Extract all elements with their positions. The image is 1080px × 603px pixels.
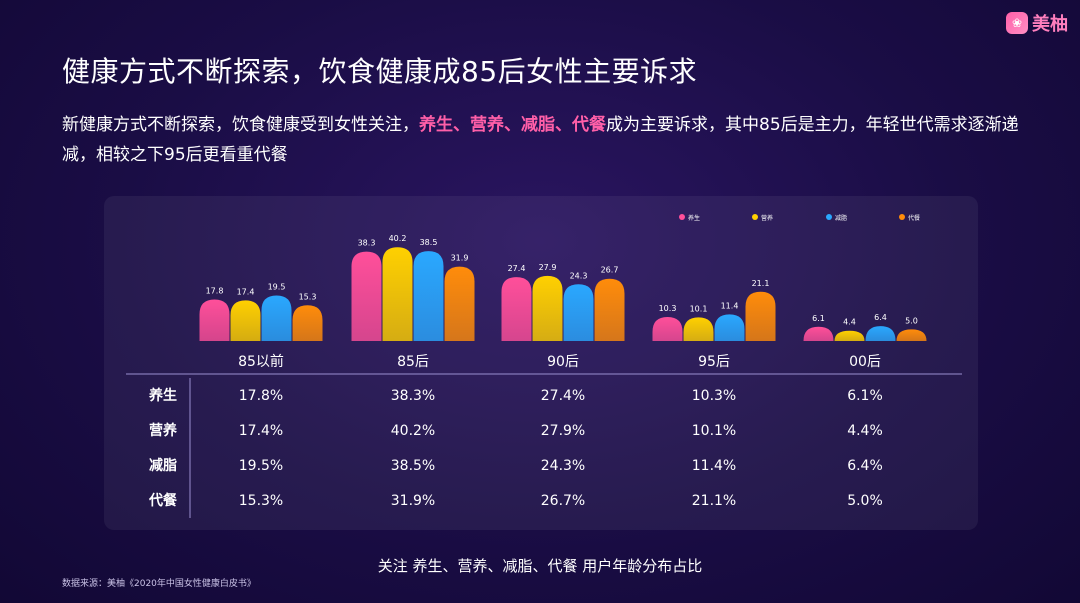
bar-value-label: 17.8 bbox=[206, 286, 224, 295]
bar-value-label: 27.9 bbox=[539, 263, 557, 272]
bar-value-label: 31.9 bbox=[451, 254, 469, 263]
table-row-label-3: 减脂 bbox=[149, 457, 177, 474]
bar-value-label: 17.4 bbox=[237, 287, 255, 296]
bar-3-3 bbox=[563, 284, 594, 341]
bar-value-label: 24.3 bbox=[570, 271, 588, 280]
chart-panel: 养生 营养 减脂 代餐 17.8 17.4 19.5 15.3 85以前 38.3 40.2 38.5… bbox=[104, 196, 978, 530]
table-cell: 6.4% bbox=[847, 458, 883, 474]
subtitle-part2: 成为主要诉求，其中85后是主力，年轻世代需求逐渐递减，相较之下95后更看重代餐 bbox=[62, 115, 1019, 165]
table-cell: 17.4% bbox=[239, 423, 283, 439]
table-cell: 24.3% bbox=[541, 458, 585, 474]
table-cell: 31.9% bbox=[391, 493, 435, 509]
bar-value-label: 6.1 bbox=[812, 314, 825, 323]
bar-value-label: 4.4 bbox=[843, 318, 856, 327]
subtitle-part1: 新健康方式不断探索，饮食健康受到女性关注， bbox=[62, 115, 419, 135]
bar-value-label: 6.4 bbox=[874, 313, 887, 322]
bar-2-1 bbox=[351, 251, 382, 341]
page-subtitle: 新健康方式不断探索，饮食健康受到女性关注，养生、营养、减脂、代餐成为主要诉求，其… bbox=[62, 110, 1042, 170]
bar-5-2 bbox=[834, 330, 865, 341]
bar-5-4 bbox=[896, 329, 927, 341]
legend-swatch-4 bbox=[899, 214, 905, 220]
legend-swatch-1 bbox=[679, 214, 685, 220]
table-cell: 38.3% bbox=[391, 388, 435, 404]
page-title: 健康方式不断探索，饮食健康成85后女性主要诉求 bbox=[62, 55, 698, 88]
data-source: 数据来源：美柚《2020年中国女性健康白皮书》 bbox=[62, 579, 256, 589]
bar-value-label: 10.1 bbox=[690, 304, 708, 313]
table-cell: 26.7% bbox=[541, 493, 585, 509]
bar-1-1 bbox=[199, 299, 230, 341]
logo-icon: ❀ bbox=[1006, 12, 1028, 34]
bar-5-1 bbox=[803, 326, 834, 341]
legend-label-1: 养生 bbox=[688, 214, 700, 222]
bar-value-label: 21.1 bbox=[752, 279, 770, 288]
table-cell: 38.5% bbox=[391, 458, 435, 474]
bar-value-label: 38.3 bbox=[358, 239, 376, 248]
table-cell: 40.2% bbox=[391, 423, 435, 439]
logo-text: 美柚 bbox=[1032, 14, 1068, 35]
table-cell: 15.3% bbox=[239, 493, 283, 509]
legend-label-2: 营养 bbox=[761, 214, 773, 222]
table-cell: 10.1% bbox=[692, 423, 736, 439]
bar-3-1 bbox=[501, 277, 532, 341]
bar-1-2 bbox=[230, 300, 261, 341]
bar-value-label: 5.0 bbox=[905, 316, 918, 325]
bar-4-2 bbox=[683, 317, 714, 341]
bar-2-2 bbox=[382, 247, 413, 341]
bar-3-4 bbox=[594, 278, 625, 341]
bar-value-label: 26.7 bbox=[601, 266, 619, 275]
bar-value-label: 27.4 bbox=[508, 264, 526, 273]
bar-4-1 bbox=[652, 316, 683, 341]
table-row-label-4: 代餐 bbox=[148, 492, 178, 509]
table-cell: 27.4% bbox=[541, 388, 585, 404]
bar-value-label: 10.3 bbox=[659, 304, 677, 313]
bar-value-label: 11.4 bbox=[721, 301, 739, 310]
table-cell: 6.1% bbox=[847, 388, 883, 404]
table-cell: 4.4% bbox=[847, 423, 883, 439]
bar-4-4 bbox=[745, 291, 776, 341]
bar-2-4 bbox=[444, 266, 475, 341]
table-cell: 17.8% bbox=[239, 388, 283, 404]
category-label-2: 85后 bbox=[397, 354, 429, 370]
table-cell: 11.4% bbox=[692, 458, 736, 474]
bar-5-3 bbox=[865, 326, 896, 341]
table-row-label-1: 养生 bbox=[148, 387, 177, 404]
bar-1-4 bbox=[292, 305, 323, 341]
legend-label-4: 代餐 bbox=[908, 214, 920, 222]
bar-value-label: 15.3 bbox=[299, 292, 317, 301]
bar-3-2 bbox=[532, 275, 563, 341]
logo: ❀ 美柚 bbox=[1006, 10, 1068, 36]
bar-value-label: 38.5 bbox=[420, 238, 438, 247]
legend-label-3: 减脂 bbox=[835, 214, 847, 222]
category-label-1: 85以前 bbox=[238, 353, 284, 370]
category-label-3: 90后 bbox=[547, 354, 579, 370]
table-row-label-2: 营养 bbox=[149, 422, 178, 439]
legend-swatch-2 bbox=[752, 214, 758, 220]
bar-2-3 bbox=[413, 251, 444, 341]
bar-value-label: 40.2 bbox=[389, 234, 407, 243]
table-cell: 27.9% bbox=[541, 423, 585, 439]
bar-value-label: 19.5 bbox=[268, 283, 286, 292]
legend-swatch-3 bbox=[826, 214, 832, 220]
chart-caption: 关注 养生、营养、减脂、代餐 用户年龄分布占比 bbox=[377, 557, 703, 575]
subtitle-highlight: 养生、营养、减脂、代餐 bbox=[419, 115, 606, 135]
table-cell: 10.3% bbox=[692, 388, 736, 404]
table-cell: 21.1% bbox=[692, 493, 736, 509]
bar-1-3 bbox=[261, 295, 292, 341]
table-cell: 5.0% bbox=[847, 493, 883, 509]
category-label-4: 95后 bbox=[698, 354, 730, 370]
table-cell: 19.5% bbox=[239, 458, 283, 474]
bar-4-3 bbox=[714, 314, 745, 341]
category-label-5: 00后 bbox=[849, 354, 881, 370]
